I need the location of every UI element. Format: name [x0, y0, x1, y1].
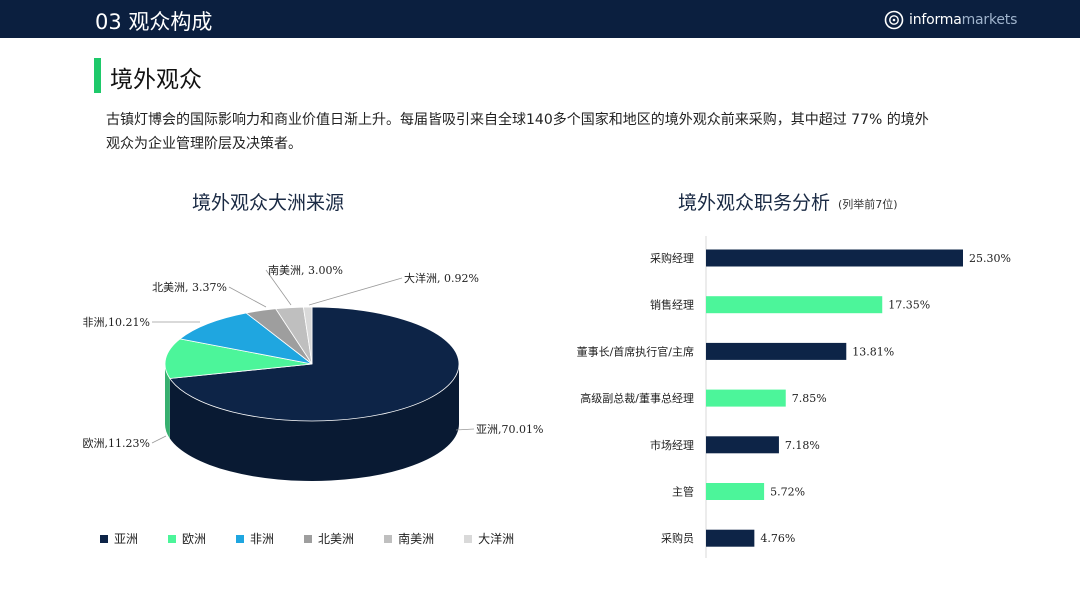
pie-leader-line [265, 269, 292, 306]
legend-label: 南美洲 [398, 532, 435, 546]
bar-4 [706, 436, 779, 454]
pie-side-亚洲 [169, 364, 459, 481]
bar-value-label: 5.72% [770, 486, 805, 499]
logo-text-light: markets [961, 12, 1018, 28]
logo-text-bold: informa [909, 12, 962, 28]
header-bar: 03 观众构成 informamarkets [0, 0, 1080, 38]
legend-swatch [304, 534, 313, 543]
bar-value-label: 13.81% [852, 345, 894, 358]
pie-label-北美洲: 北美洲, 3.37% [152, 281, 227, 294]
pie-legend: 亚洲 欧洲 非洲 北美洲 南美洲 大洋洲 [100, 530, 544, 547]
bar-2 [706, 342, 847, 360]
informa-logo-icon [884, 10, 904, 30]
bar-category-label: 高级副总裁/董事总经理 [580, 391, 694, 405]
pie-slice-欧洲 [164, 338, 313, 379]
bar-category-label: 董事长/首席执行官/主席 [577, 344, 694, 358]
intro-paragraph: 古镇灯博会的国际影响力和商业价值日渐上升。每届皆吸引来自全球140多个国家和地区… [106, 112, 929, 152]
pie-label-南美洲: 南美洲, 3.00% [268, 264, 343, 277]
legend-item: 欧洲 [168, 530, 206, 547]
page-title: 03 观众构成 [95, 10, 213, 34]
bar-value-label: 4.76% [760, 532, 795, 545]
legend-swatch [236, 534, 245, 543]
bar-chart-subtitle: (列举前7位) [838, 198, 898, 211]
bar-category-label: 采购员 [661, 531, 694, 545]
section-title: 境外观众 [110, 67, 202, 93]
bar-category-label: 市场经理 [650, 438, 694, 452]
pie-side-欧洲 [165, 364, 170, 439]
bar-3 [706, 389, 786, 407]
bar-value-label: 7.18% [785, 439, 820, 452]
legend-item: 北美洲 [304, 530, 354, 547]
legend-label: 非洲 [250, 532, 275, 546]
section-accent-bar [94, 58, 101, 93]
legend-item: 大洋洲 [464, 530, 514, 547]
pie-leader-line [151, 435, 167, 444]
pie-label-非洲: 非洲,10.21% [83, 316, 150, 329]
legend-item: 亚洲 [100, 530, 138, 547]
pie-label-大洋洲: 大洋洲, 0.92% [404, 271, 479, 285]
logo-text: informamarkets [909, 12, 1017, 28]
legend-swatch [384, 534, 393, 543]
legend-label: 亚洲 [114, 532, 139, 546]
bar-1 [706, 296, 883, 314]
bar-category-label: 销售经理 [650, 298, 694, 312]
legend-item: 南美洲 [384, 530, 434, 547]
legend-label: 大洋洲 [478, 532, 515, 546]
bar-value-label: 7.85% [792, 392, 827, 405]
pie-slice-大洋洲 [302, 306, 313, 365]
bar-category-label: 主管 [672, 485, 694, 499]
bar-category-label: 采购经理 [650, 251, 694, 265]
pie-leader-line [308, 277, 403, 306]
legend-swatch [464, 534, 473, 543]
legend-label: 北美洲 [318, 532, 355, 546]
brand-logo: informamarkets [884, 9, 1017, 31]
legend-item: 非洲 [236, 530, 274, 547]
pie-top-group [164, 306, 460, 422]
legend-swatch [100, 534, 108, 543]
pie-leader-line [228, 286, 267, 308]
bar-5 [706, 483, 765, 500]
legend-swatch [168, 534, 177, 543]
pie-slice-亚洲 [169, 306, 460, 422]
pie-label-欧洲: 欧洲,11.23% [83, 437, 150, 450]
legend-label: 欧洲 [182, 532, 207, 546]
pie-leader-line [455, 428, 475, 431]
bar-0 [706, 249, 963, 267]
bar-value-label: 17.35% [888, 299, 930, 312]
pie-label-亚洲: 亚洲,70.01% [476, 423, 543, 436]
bar-6 [706, 529, 755, 547]
pie-side-group [165, 364, 459, 481]
pie-chart-title: 境外观众大洲来源 [192, 192, 345, 214]
bar-value-label: 25.30% [969, 252, 1011, 265]
pie-slice-非洲 [179, 312, 313, 365]
bar-chart-title: 境外观众职务分析 [678, 192, 831, 214]
